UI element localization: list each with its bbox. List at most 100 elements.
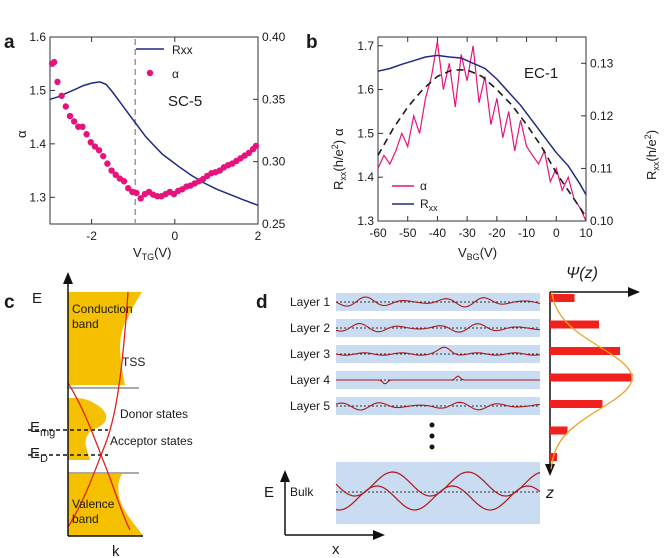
psi-bar [550,320,599,329]
chart-a-point-alpha [112,171,119,179]
chart-a: -2 0 2 1.3 1.4 1.5 1.6 0.25 0.30 0.35 0.40 Rxx α S… [14,30,286,262]
chart-a-point-alpha [87,139,94,146]
chart-b-y2tick-label: 0.13 [590,56,614,70]
chart-b-legend-rxx-label: Rxx [420,197,438,213]
chart-a-point-alpha [245,149,253,157]
chart-a-ylabel: α [14,130,29,138]
tss-curve-upper [67,291,129,528]
chart-b-ylabel-rxx: Rxx(h/e2) [330,140,348,190]
chart-b-xtick-label: -50 [399,226,417,240]
diagram-c: E k Conduction band Valence band TSS Don… [28,272,193,558]
chart-a-point-alpha [70,118,78,125]
chart-a-xlabel: VTG(V) [133,245,172,262]
chart-b-xtick-label: 0 [553,226,560,240]
chart-b-legend-rxx-r: R [420,197,429,211]
chart-b-y2tick-label: 0.11 [590,161,613,175]
chart-a-point-alpha [95,147,103,154]
ellipsis-dot [429,422,435,428]
diagram-d-e-arrow-icon [280,470,290,482]
psi-bar [550,400,603,408]
gaussian-envelope [550,291,633,470]
chart-b-xtick-label: 10 [579,226,593,240]
chart-b: -60 -50 -40 -30 -20 -10 0 10 1.3 1.4 1.5 1.6 1.7 0.10… [330,36,661,262]
emg-label: Emg [30,419,55,439]
chart-b-ylabel-sup: 2 [330,144,340,149]
layer-wavefunction [335,322,540,333]
chart-b-xlabel-v: V [458,245,467,260]
conduction-band-fill [68,292,142,385]
tss-label: TSS [122,355,145,369]
panel-label-d: d [256,292,268,313]
chart-a-series-rxx [49,81,259,207]
chart-a-point-alpha [79,123,86,130]
chart-b-y2label-close: ) [644,130,659,134]
chart-a-point-alpha [54,78,61,86]
chart-b-sample-label: EC-1 [524,65,558,82]
emg-label-sub: mg [40,427,55,439]
chart-b-frame [377,36,587,222]
valence-label-1: Valence [72,497,115,511]
ed-label-e: E [30,445,40,462]
chart-a-ytick-label: 1.4 [29,137,46,151]
layer-wavefunction [335,296,541,308]
chart-b-legend-rxx-sub: xx [429,203,439,213]
bulk-wave-2 [335,485,541,511]
chart-b-ytick-label: 1.3 [357,214,374,228]
chart-b-xlabel-sub: BG [467,252,480,262]
chart-b-xtick-label: -20 [488,226,506,240]
chart-a-y2tick-label: 0.35 [262,92,286,106]
chart-a-y2tick-label: 0.40 [262,30,286,44]
chart-a-point-alpha [120,178,128,185]
ed-label-sub: D [40,453,48,465]
psi-arrow-icon [628,287,640,297]
chart-a-point-alpha [91,143,99,150]
chart-a-legend-alpha-label: α [172,67,179,81]
chart-a-point-alpha [62,103,70,110]
chart-a-point-alpha [125,185,132,192]
chart-b-series-alpha [377,41,587,222]
z-label: z [545,485,554,502]
chart-a-xlabel-sub: TG [142,252,155,262]
chart-b-y2tick-label: 0.12 [590,109,614,123]
chart-b-legend-alpha-label: α [420,179,427,193]
chart-a-sample-label: SC-5 [168,93,202,110]
layer-wavefunction [335,346,541,356]
ellipsis-dot [429,444,435,450]
valence-label-2: band [72,512,99,526]
psi-bar [550,347,620,355]
chart-b-ylabel-r: R [331,181,346,190]
chart-a-point-alpha [108,167,115,174]
chart-a-xtick-label: 2 [255,229,262,243]
chart-a-ytick-label: 1.5 [29,83,46,97]
chart-a-legend-rxx-label: Rxx [172,43,193,57]
chart-a-legend-alpha-marker [146,69,154,77]
psi-bar [550,373,633,382]
conduction-label-1: Conduction [72,302,133,316]
chart-b-xlabel: VBG(V) [458,245,497,262]
chart-b-fit-dashed [377,69,587,218]
acceptor-label: Acceptor states [110,434,193,448]
diagram-c-e-arrow-icon [63,272,73,284]
chart-b-y2label-unit: (h/e [644,139,659,161]
chart-b-ytick-label: 1.4 [357,170,374,184]
chart-a-point-alpha [133,189,140,197]
chart-a-xtick-label: 0 [171,229,178,243]
chart-b-y2label-sub: xx [651,161,661,171]
chart-a-point-alpha [58,92,65,99]
chart-b-ytick-label: 1.7 [357,39,374,53]
chart-b-xtick-label: -10 [518,226,536,240]
layer-label: Layer 5 [290,399,330,413]
chart-a-point-alpha [252,142,260,150]
chart-b-ylabel-sub: xx [338,171,348,181]
chart-b-xtick-label: -60 [369,226,387,240]
chart-a-ytick-label: 1.3 [29,190,46,204]
donor-label: Donor states [120,407,188,421]
chart-a-frame [49,36,259,225]
diagram-d-x-label: x [332,541,340,558]
chart-b-ylabel-alpha: α [331,128,346,136]
chart-a-y2tick-label: 0.30 [262,155,286,169]
diagram-c-k-label: k [112,543,120,558]
chart-b-series-rxx [377,54,587,196]
chart-b-y2label: Rxx(h/e2) [643,130,661,180]
